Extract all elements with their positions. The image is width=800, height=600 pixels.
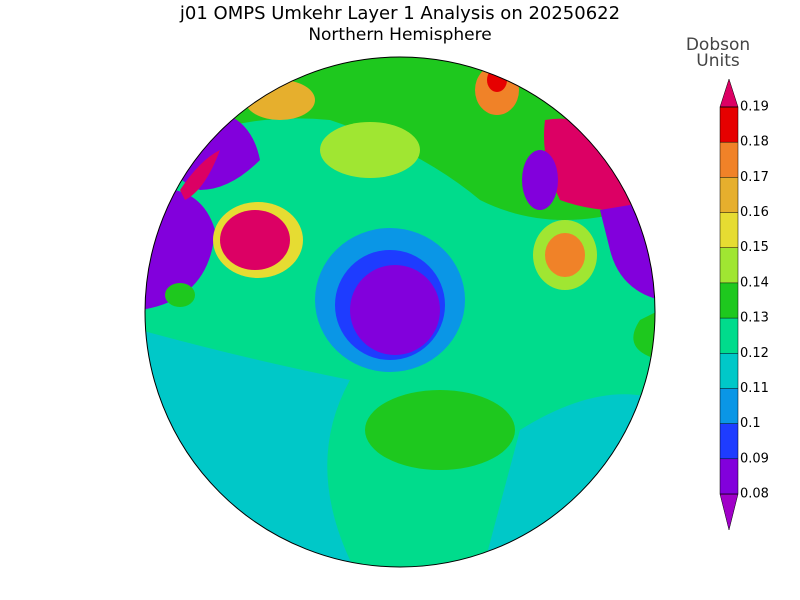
colorbar-tick-label: 0.14 <box>740 275 769 290</box>
colorbar-tick-label: 0.12 <box>740 346 769 361</box>
colorbar-band <box>720 282 738 319</box>
colorbar-label: Dobson <box>686 35 750 55</box>
colorbar-band <box>720 212 738 248</box>
colorbar-band <box>720 142 738 178</box>
colorbar-label: Units <box>696 51 740 71</box>
map-boundary <box>144 56 656 568</box>
colorbar-band <box>720 353 738 389</box>
colorbar-band <box>720 458 738 494</box>
colorbar-high-extension <box>719 78 739 108</box>
colorbar: 0.08 0.09 0.1 0.11 0.12 0.13 0.14 0.15 0.16 0.17 0… <box>719 78 769 531</box>
colorbar-low-extension <box>719 493 739 531</box>
colorbar-tick-label: 0.09 <box>740 451 769 466</box>
colorbar-band <box>720 107 738 143</box>
colorbar-tick-label: 0.08 <box>740 487 769 502</box>
colorbar-tick-label: 0.13 <box>740 311 769 326</box>
colorbar-tick-label: 0.17 <box>740 170 769 185</box>
title: j01 OMPS Umkehr Layer 1 Analysis on 2025… <box>179 3 620 24</box>
colorbar-band <box>720 247 738 283</box>
colorbar-band <box>720 318 738 354</box>
subtitle: Northern Hemisphere <box>308 25 491 45</box>
colorbar-tick-label: 0.11 <box>740 381 769 396</box>
colorbar-tick-label: 0.18 <box>740 135 769 150</box>
colorbar-tick-label: 0.15 <box>740 240 769 255</box>
colorbar-band <box>720 388 738 424</box>
colorbar-band <box>720 177 738 213</box>
colorbar-tick-label: 0.19 <box>740 100 769 115</box>
colorbar-tick-label: 0.1 <box>740 416 761 431</box>
ozone-field <box>145 57 655 567</box>
colorbar-band <box>720 423 738 459</box>
colorbar-tick-label: 0.16 <box>740 205 769 220</box>
